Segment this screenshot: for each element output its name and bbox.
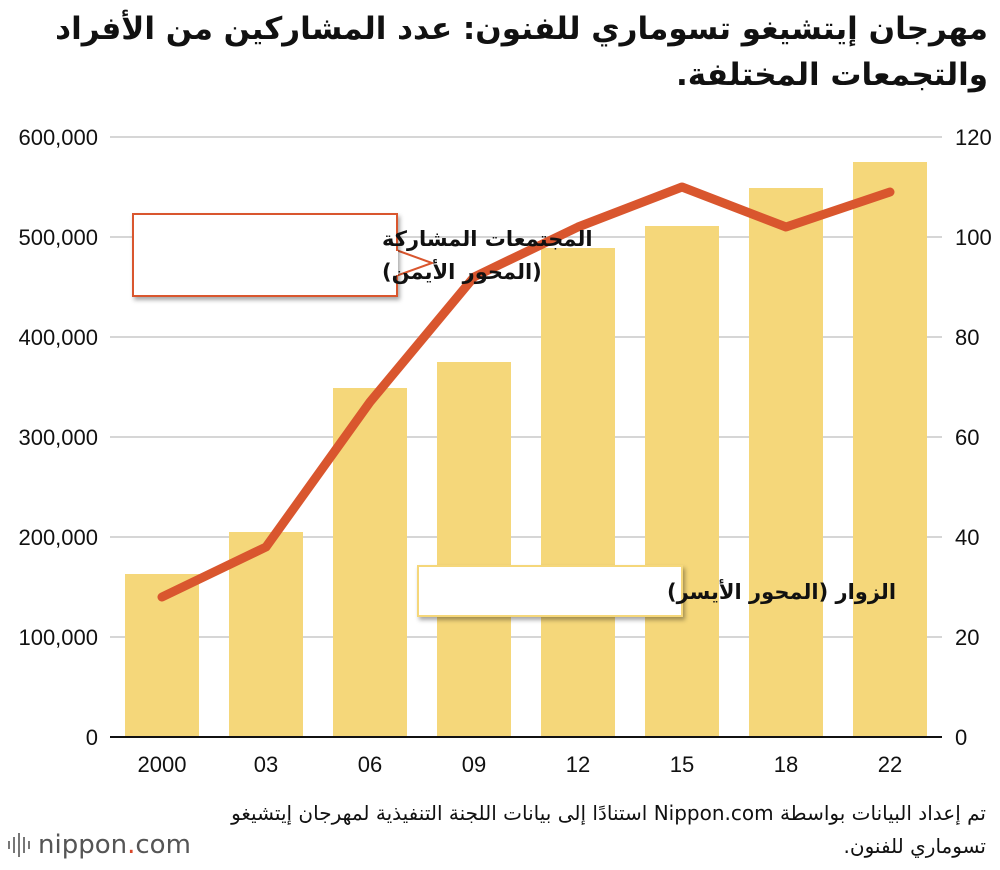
y-right-tick-label: 40 bbox=[955, 525, 979, 550]
combo-chart: 0 100,000 200,000 300,000 400,000 500,000 600,… bbox=[18, 125, 992, 777]
x-tick-label: 18 bbox=[774, 752, 798, 777]
line-point bbox=[473, 276, 475, 278]
callout-box bbox=[132, 213, 398, 297]
bar-callout: الزوار (المحور الأيسر) bbox=[417, 565, 896, 617]
line-point bbox=[577, 226, 579, 228]
line-callout-label: المجتمعات المشاركة bbox=[382, 227, 593, 251]
line-callout-label: (المحور الأيمن) bbox=[382, 258, 542, 284]
brand-logo: nippon. com bbox=[8, 830, 191, 860]
bar bbox=[229, 532, 303, 737]
line-point bbox=[369, 401, 371, 403]
y-right-tick-label: 60 bbox=[955, 425, 979, 450]
bar bbox=[437, 362, 511, 737]
y-left-tick-label: 600,000 bbox=[18, 125, 98, 150]
line-series bbox=[157, 182, 895, 602]
x-tick-label: 22 bbox=[878, 752, 902, 777]
line-point bbox=[785, 226, 787, 228]
y-right-tick-label: 80 bbox=[955, 325, 979, 350]
y-left-tick-label: 400,000 bbox=[18, 325, 98, 350]
bar bbox=[749, 188, 823, 737]
bar bbox=[645, 226, 719, 737]
y-right-tick-label: 20 bbox=[955, 625, 979, 650]
y-left-tick-label: 200,000 bbox=[18, 525, 98, 550]
y-right-tick-label: 120 bbox=[955, 125, 992, 150]
bar bbox=[853, 162, 927, 737]
x-tick-label: 2000 bbox=[138, 752, 187, 777]
y-left-tick-label: 300,000 bbox=[18, 425, 98, 450]
source-note: تم إعداد البيانات بواسطة Nippon.com استن… bbox=[231, 801, 986, 858]
brand-suffix: com bbox=[135, 830, 191, 860]
x-tick-label: 03 bbox=[254, 752, 278, 777]
line-point bbox=[265, 546, 267, 548]
callout-box bbox=[417, 565, 683, 617]
line-point bbox=[889, 191, 891, 193]
brand-dot: . bbox=[127, 830, 136, 860]
bar bbox=[541, 248, 615, 737]
y-right-tick-label: 100 bbox=[955, 225, 992, 250]
line-callout: المجتمعات المشاركة (المحور الأيمن) bbox=[132, 213, 593, 297]
bar-callout-label: الزوار (المحور الأيسر) bbox=[667, 578, 896, 604]
x-tick-label: 09 bbox=[462, 752, 486, 777]
y-left-tick-label: 100,000 bbox=[18, 625, 98, 650]
x-tick-label: 15 bbox=[670, 752, 694, 777]
y-left-tick-label: 0 bbox=[86, 725, 98, 750]
x-tick-label: 06 bbox=[358, 752, 382, 777]
line-point bbox=[161, 596, 163, 598]
sound-bars-icon bbox=[8, 833, 30, 857]
x-tick-label: 12 bbox=[566, 752, 590, 777]
line-point bbox=[681, 186, 683, 188]
brand-name: nippon bbox=[38, 830, 128, 860]
y-right-tick-label: 0 bbox=[955, 725, 967, 750]
chart-title: مهرجان إيتشيغو تسوماري للفنون: عدد المشا… bbox=[55, 11, 988, 93]
callout-joint bbox=[390, 251, 398, 275]
y-left-tick-label: 500,000 bbox=[18, 225, 98, 250]
bar bbox=[333, 388, 407, 737]
